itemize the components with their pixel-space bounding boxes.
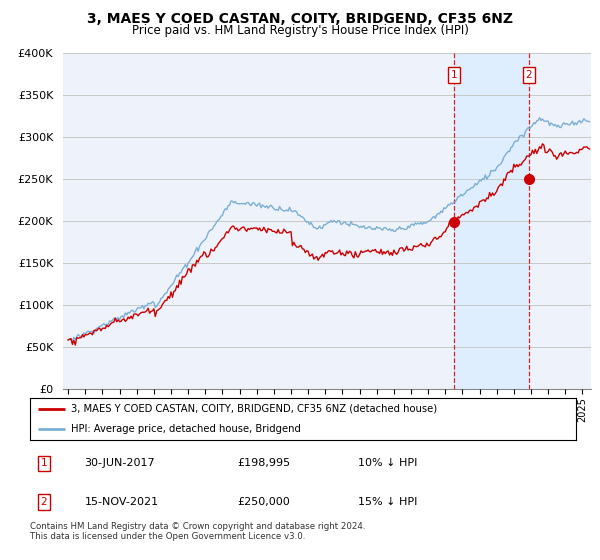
- Bar: [454, 53, 529, 389]
- Text: 1: 1: [451, 70, 457, 80]
- Text: Contains HM Land Registry data © Crown copyright and database right 2024.
This d: Contains HM Land Registry data © Crown c…: [30, 522, 365, 542]
- Text: 1: 1: [40, 459, 47, 468]
- Text: 15% ↓ HPI: 15% ↓ HPI: [358, 497, 417, 507]
- Text: Price paid vs. HM Land Registry's House Price Index (HPI): Price paid vs. HM Land Registry's House …: [131, 24, 469, 36]
- Text: 2: 2: [526, 70, 532, 80]
- Text: £198,995: £198,995: [238, 459, 290, 468]
- Text: 3, MAES Y COED CASTAN, COITY, BRIDGEND, CF35 6NZ (detached house): 3, MAES Y COED CASTAN, COITY, BRIDGEND, …: [71, 404, 437, 414]
- Text: 30-JUN-2017: 30-JUN-2017: [85, 459, 155, 468]
- Text: 2: 2: [40, 497, 47, 507]
- Text: 10% ↓ HPI: 10% ↓ HPI: [358, 459, 417, 468]
- Text: 15-NOV-2021: 15-NOV-2021: [85, 497, 159, 507]
- Text: £250,000: £250,000: [238, 497, 290, 507]
- Text: 3, MAES Y COED CASTAN, COITY, BRIDGEND, CF35 6NZ: 3, MAES Y COED CASTAN, COITY, BRIDGEND, …: [87, 12, 513, 26]
- Text: HPI: Average price, detached house, Bridgend: HPI: Average price, detached house, Brid…: [71, 424, 301, 434]
